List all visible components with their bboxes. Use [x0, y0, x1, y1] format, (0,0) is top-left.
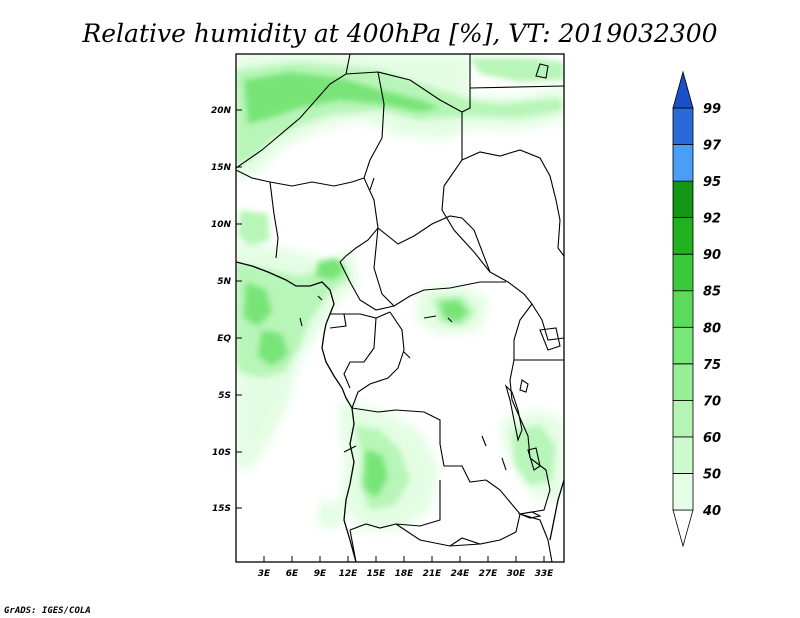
colorbar-label: 75 [703, 358, 721, 373]
humidity-fill [236, 54, 564, 530]
lon-label: 33E [535, 569, 555, 579]
map-panel: 3E 6E 9E 12E 15E 18E 21E 24E 27E 30E 33E… [211, 53, 565, 579]
colorbar-band [672, 290, 694, 328]
colorbar-band [672, 70, 694, 109]
lon-label: 21E [423, 569, 443, 579]
lat-label: EQ [217, 334, 231, 344]
colorbar-label: 80 [703, 321, 721, 336]
colorbar-label: 97 [703, 139, 722, 154]
lon-label: 12E [339, 569, 359, 579]
latitude-labels: 20N 15N 10N 5N EQ 5S 10S 15S [211, 106, 232, 514]
lon-label: 15E [367, 569, 387, 579]
colorbar-band [672, 107, 694, 145]
lat-label: 10S [212, 448, 231, 458]
colorbar-band [672, 326, 694, 365]
lon-label: 30E [507, 569, 527, 579]
colorbar-band [672, 217, 694, 255]
lon-label: 3E [258, 569, 271, 579]
colorbar-label: 50 [703, 467, 721, 482]
lon-label: 18E [395, 569, 415, 579]
colorbar-label: 60 [703, 431, 721, 446]
colorbar-band [672, 253, 694, 292]
colorbar-band [672, 144, 694, 182]
colorbar-band [672, 180, 694, 219]
lon-label: 9E [314, 569, 327, 579]
colorbar-label: 70 [703, 394, 721, 409]
lon-label: 24E [451, 569, 471, 579]
lat-label: 5N [217, 277, 231, 287]
lon-label: 6E [286, 569, 299, 579]
humidity-strong-shade [244, 72, 468, 498]
lat-label: 20N [211, 106, 232, 116]
colorbar: 40 50 60 70 75 80 85 90 92 95 97 99 [672, 70, 722, 548]
lon-label: 27E [479, 569, 499, 579]
map-frame [235, 53, 565, 563]
colorbar-band [672, 363, 694, 401]
country-borders [236, 54, 564, 562]
colorbar-label: 99 [703, 102, 721, 117]
colorbar-band [672, 436, 694, 474]
longitude-labels: 3E 6E 9E 12E 15E 18E 21E 24E 27E 30E 33E [258, 569, 554, 579]
colorbar-label: 95 [703, 175, 721, 190]
colorbar-band [672, 473, 694, 511]
lat-label: 15N [211, 163, 232, 173]
map-ticks [236, 109, 545, 562]
credit-text: GrADS: IGES/COLA [4, 606, 91, 616]
figure-title: Relative humidity at 400hPa [%], VT: 201… [81, 19, 717, 48]
lat-label: 5S [218, 391, 231, 401]
colorbar-band [672, 399, 694, 438]
colorbar-label: 90 [703, 248, 721, 263]
colorbar-band [672, 509, 694, 548]
lat-label: 10N [211, 220, 232, 230]
colorbar-label: 40 [702, 504, 721, 519]
colorbar-label: 85 [703, 285, 721, 300]
colorbar-label: 92 [703, 212, 721, 227]
lat-label: 15S [212, 504, 231, 514]
